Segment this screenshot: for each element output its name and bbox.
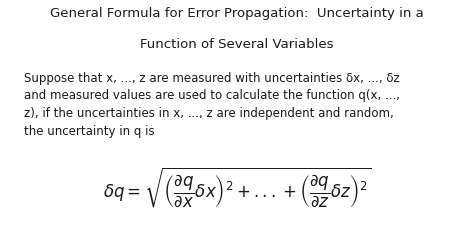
Text: General Formula for Error Propagation:  Uncertainty in a: General Formula for Error Propagation: U… [50, 7, 424, 20]
Text: Function of Several Variables: Function of Several Variables [140, 38, 334, 51]
Text: Suppose that x, ..., z are measured with uncertainties δx, ..., δz
and measured : Suppose that x, ..., z are measured with… [24, 72, 400, 138]
Text: $\delta q = \sqrt{\left(\dfrac{\partial q}{\partial x}\delta x\right)^{2} + ...+: $\delta q = \sqrt{\left(\dfrac{\partial … [103, 165, 371, 209]
